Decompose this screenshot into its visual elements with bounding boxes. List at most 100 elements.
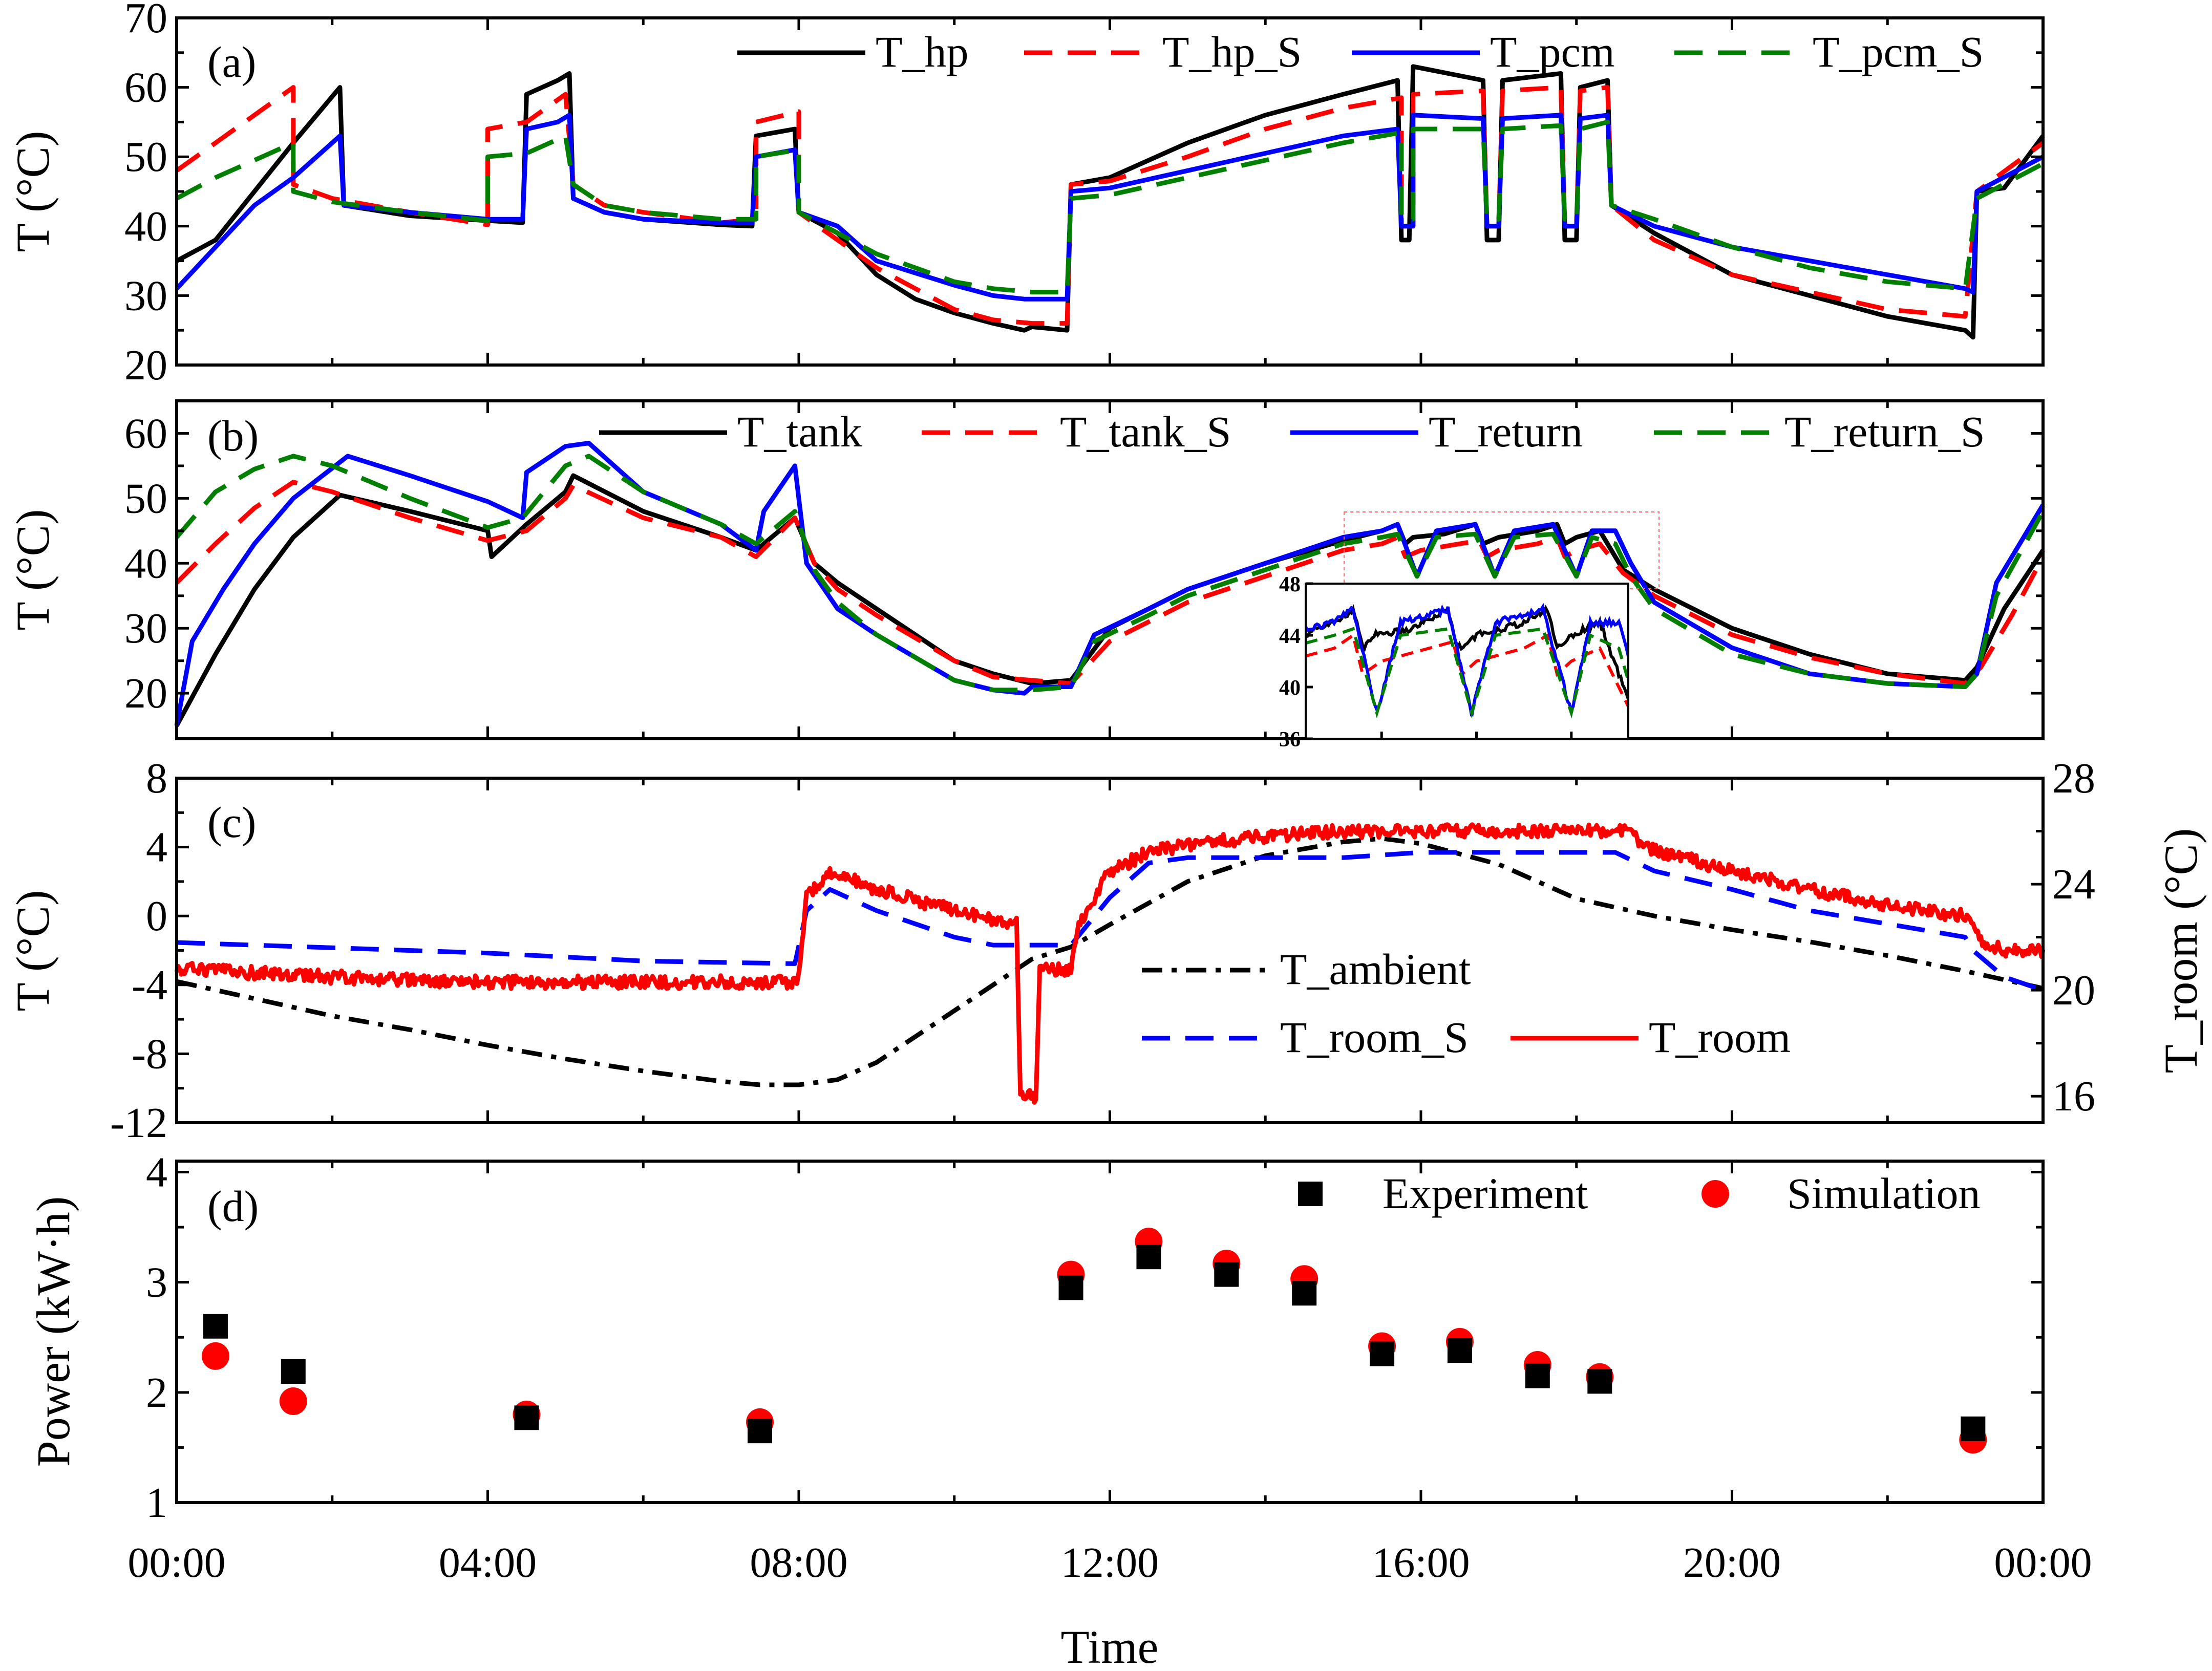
legend-label-t-tank-s: T_tank_S [1060, 407, 1231, 456]
inset-y-tick-label: 40 [1279, 676, 1301, 700]
y-tick-label: 30 [124, 272, 167, 319]
y-tick-label: 50 [124, 475, 167, 522]
series-line-t-ambient [176, 836, 2044, 1087]
y-tick-label: -8 [132, 1030, 167, 1078]
y-tick-label: 3 [146, 1259, 167, 1306]
series-line-t-pcm-s [175, 119, 2045, 295]
y-tick-label: 20 [124, 341, 167, 389]
x-tick-labels: 00:00 04:00 08:00 12:00 16:00 20:00 00:00 [127, 1539, 2092, 1587]
x-tick-label: 12:00 [1061, 1539, 1159, 1587]
panel-d-legend: Experiment Simulation [1298, 1169, 1980, 1218]
legend-label-t-hp-s: T_hp_S [1162, 27, 1302, 76]
x-tick-label: 04:00 [439, 1539, 537, 1587]
x-tick-label: 00:00 [127, 1539, 225, 1587]
point-simulation [201, 1342, 229, 1370]
panel-d-ticks: 1 2 3 4 [146, 1149, 2045, 1527]
inset-y-tick-label: 36 [1279, 728, 1301, 752]
y-tick-label-right: 28 [2052, 755, 2095, 802]
series-line-t-room-s [176, 850, 2044, 993]
y-tick-label: 40 [124, 540, 167, 587]
panel-c-legend: T_ambient T_room_S T_room [1142, 945, 1791, 1062]
inset-series [1306, 603, 1628, 719]
legend-label-t-pcm: T_pcm [1490, 27, 1615, 76]
legend-label-simulation: Simulation [1787, 1169, 1980, 1218]
point-experiment [1961, 1416, 1986, 1441]
panel-b-legend: T_tank T_tank_S T_return T_return_S [599, 407, 1985, 456]
legend-label-t-room-s: T_room_S [1280, 1013, 1469, 1062]
point-experiment [281, 1359, 306, 1384]
y-tick-label: 60 [124, 410, 167, 457]
legend-label-t-tank: T_tank [737, 407, 862, 456]
inset-y-tick-label: 44 [1279, 625, 1301, 648]
legend-marker-simulation [1701, 1180, 1729, 1208]
panel-a-plot-area [175, 64, 2045, 340]
point-experiment [1447, 1338, 1472, 1363]
panel-d-ylabel: Power (kW·h) [27, 1196, 79, 1467]
series-line-t-return-s [175, 454, 2045, 693]
panel-a-ticks: 20 30 40 50 60 70 [124, 0, 2045, 389]
x-tick-label: 08:00 [750, 1539, 847, 1587]
panel-d-tag: (d) [207, 1182, 259, 1231]
point-experiment [748, 1419, 773, 1444]
y-tick-label: 30 [124, 605, 167, 652]
point-experiment [1058, 1275, 1083, 1300]
x-tick-label: 16:00 [1372, 1539, 1470, 1587]
legend-label-experiment: Experiment [1382, 1169, 1588, 1218]
y-tick-label: 60 [124, 64, 167, 112]
point-experiment [1525, 1363, 1550, 1388]
panel-a: 20 30 40 50 60 70 (a) T (°C) T_hp T_hp_S T_pc… [7, 0, 2045, 389]
panel-c-plot-area [174, 822, 2046, 1105]
panel-a-legend: T_hp T_hp_S T_pcm T_pcm_S [737, 27, 1984, 76]
legend-label-t-ambient: T_ambient [1280, 945, 1471, 994]
y-tick-label-right: 20 [2052, 967, 2095, 1014]
y-tick-label: 40 [124, 203, 167, 250]
inset-ticks: 36 40 44 48 [1279, 573, 1573, 752]
inset-y-tick-label: 48 [1279, 573, 1301, 596]
y-tick-label: 0 [146, 892, 167, 940]
legend-label-t-pcm-s: T_pcm_S [1813, 27, 1984, 76]
legend-label-t-return-s: T_return_S [1784, 407, 1985, 456]
point-experiment [514, 1405, 539, 1430]
point-simulation [279, 1387, 307, 1416]
series-line-t-hp-s [175, 85, 2045, 326]
y-tick-label: 2 [146, 1369, 167, 1417]
panel-b-ticks: 20 30 40 50 60 [124, 401, 2045, 739]
y-tick-label-right: 16 [2052, 1073, 2095, 1120]
panel-b-plot-area [174, 441, 2045, 727]
point-experiment [1214, 1262, 1239, 1287]
y-tick-label: 20 [124, 670, 167, 717]
y-tick-label: 1 [146, 1479, 167, 1527]
panel-c-ylabel-right: T_room (°C) [2155, 828, 2207, 1074]
y-tick-label: 4 [146, 1149, 167, 1196]
y-tick-label: -12 [110, 1099, 167, 1147]
y-tick-label: 8 [146, 755, 167, 802]
x-axis-title: Time [1061, 1621, 1159, 1671]
panel-c-ylabel: T (°C) [7, 890, 59, 1012]
panel-b-inset: 36 40 44 48 [1279, 573, 1629, 752]
legend-label-t-room: T_room [1649, 1013, 1791, 1062]
legend-marker-experiment [1298, 1182, 1323, 1206]
panel-b: 20 30 40 50 60 (b) T (°C) T_tank T_tank_S T_… [7, 399, 2045, 752]
x-tick-label: 20:00 [1683, 1539, 1781, 1587]
series-line-t-room [174, 822, 2046, 1105]
inset-frame [1305, 583, 1629, 740]
x-tick-label: 00:00 [1994, 1539, 2092, 1587]
panel-c: -12 -8 -4 0 4 8 16 20 24 28 (c) T (°C) T_room (°C… [7, 755, 2207, 1147]
y-tick-label: 70 [124, 0, 167, 42]
point-experiment [1292, 1281, 1317, 1306]
y-tick-label-right: 24 [2052, 861, 2095, 908]
y-tick-label: 50 [124, 133, 167, 181]
panel-a-tag: (a) [207, 37, 256, 87]
point-experiment [1370, 1341, 1395, 1366]
inset-plot-area [1306, 603, 1628, 719]
legend-label-t-return: T_return [1429, 407, 1583, 456]
panel-d: 1 2 3 4 (d) Power (kW·h) Experiment Simulat… [27, 1149, 2045, 1527]
panel-a-ylabel: T (°C) [7, 131, 59, 252]
panel-c-ticks: -12 -8 -4 0 4 8 16 20 24 28 [110, 755, 2095, 1147]
y-tick-label: -4 [132, 961, 167, 1009]
point-experiment [1587, 1369, 1612, 1394]
y-tick-label: 4 [146, 824, 167, 871]
panel-d-plot-area [201, 1228, 1987, 1454]
legend-label-t-hp: T_hp [876, 27, 969, 76]
